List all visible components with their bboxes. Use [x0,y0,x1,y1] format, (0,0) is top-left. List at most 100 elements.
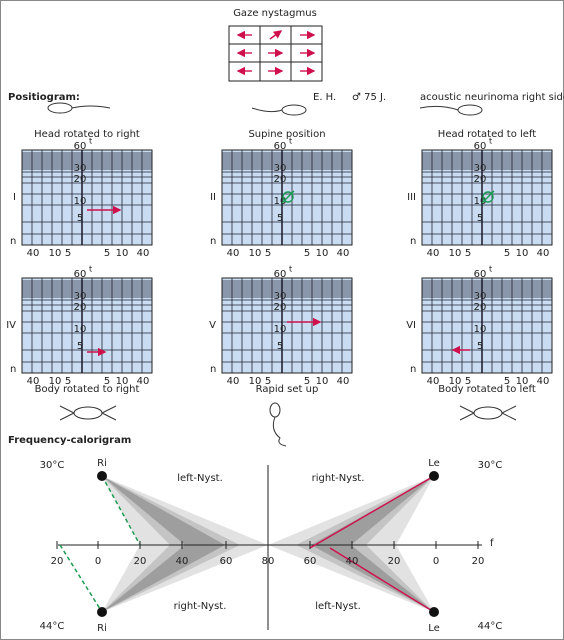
x-label: 5 [465,248,471,259]
panel-bg [21,277,153,374]
nyst-label: left-Nyst. [315,601,361,612]
axis-unit: t [489,265,492,274]
x-label: 40 [227,376,240,387]
x-label: 10 [249,376,262,387]
x-label: 40 [227,248,240,259]
panel-numeral: I [13,192,16,203]
ear: Ri [97,458,107,469]
ear: Le [428,458,440,469]
x-label: 5 [65,376,71,387]
axis-label: 20 [51,556,64,567]
temp: 30°C [478,460,503,471]
x-label: 5 [465,376,471,387]
axis-label: 60 [220,556,233,567]
panel-numeral: IV [6,320,16,331]
axis-label: 60 [304,556,317,567]
x-label: 10 [516,248,529,259]
level-label: 10 [274,196,287,207]
axis-n: n [410,364,416,375]
level-label: 30 [274,291,287,302]
positiogram-title: Positiogram: [8,92,80,103]
level-label: 30 [74,291,87,302]
level-label: 10 [474,324,487,335]
x-label: 5 [304,248,310,259]
panel-bg [221,277,353,374]
level-label: 30 [474,291,487,302]
axis-label: 0 [95,556,101,567]
calorigram-shapes [58,465,482,630]
panel-numeral: III [407,192,416,203]
panel-bg [21,149,153,246]
gaze-arrows [236,30,316,76]
axis-unit: t [489,137,492,146]
x-label: 40 [137,248,150,259]
sex-age: ♂ 75 J. [352,92,386,103]
x-label: 40 [427,376,440,387]
x-label: 40 [337,376,350,387]
axis-top: 60 [474,269,487,280]
nyst-label: left-Nyst. [177,473,223,484]
no-nystagmus [281,190,295,204]
no-nystagmus [482,191,494,203]
x-label: 10 [516,376,529,387]
level-label: 5 [77,341,83,352]
axis-label: 40 [346,556,359,567]
x-label: 10 [249,248,262,259]
nyst-label: right-Nyst. [312,473,365,484]
axis-top: 60 [74,141,87,152]
x-label: 40 [27,376,40,387]
no-nystagmus [481,190,495,204]
x-label: 10 [449,376,462,387]
axis-n: n [410,236,416,247]
level-label: 10 [74,324,87,335]
x-label: 10 [316,376,329,387]
axis-label: 40 [176,556,189,567]
level-label: 20 [474,174,487,185]
x-label: 40 [137,376,150,387]
panel-bg [421,277,553,374]
level-label: 30 [474,163,487,174]
x-label: 10 [116,248,129,259]
x-label: 40 [537,376,550,387]
x-label: 5 [265,248,271,259]
head-icons [47,102,517,447]
no-nystagmus [282,191,294,203]
panel-title: Supine position [248,129,325,140]
x-label: 5 [65,248,71,259]
x-label: 5 [304,376,310,387]
panel-title: Body rotated to right [35,384,140,395]
panel-title: Head rotated to right [34,129,140,140]
diagnosis: acoustic neurinoma right side [420,92,564,103]
level-label: 30 [74,163,87,174]
axis-unit: t [289,137,292,146]
x-label: 40 [27,248,40,259]
calorigram-title: Frequency-calorigram [8,435,131,446]
level-label: 5 [477,213,483,224]
x-label: 10 [116,376,129,387]
level-label: 10 [474,196,487,207]
level-label: 5 [277,213,283,224]
level-label: 20 [274,302,287,313]
level-label: 30 [274,163,287,174]
level-label: 10 [274,324,287,335]
axis-top: 60 [474,141,487,152]
x-label: 10 [316,248,329,259]
axis-top: 60 [274,269,287,280]
level-label: 5 [277,341,283,352]
axis-top: 60 [274,141,287,152]
axis-n: n [10,364,16,375]
level-label: 20 [74,174,87,185]
axis-label: 0 [433,556,439,567]
x-label: 10 [449,248,462,259]
panel-numeral: V [209,320,216,331]
level-label: 5 [77,213,83,224]
x-label: 5 [104,248,110,259]
ear: Le [428,623,440,634]
gaze-title: Gaze nystagmus [233,8,317,19]
x-label: 5 [504,376,510,387]
patient: E. H. [313,92,336,103]
level-label: 5 [477,341,483,352]
